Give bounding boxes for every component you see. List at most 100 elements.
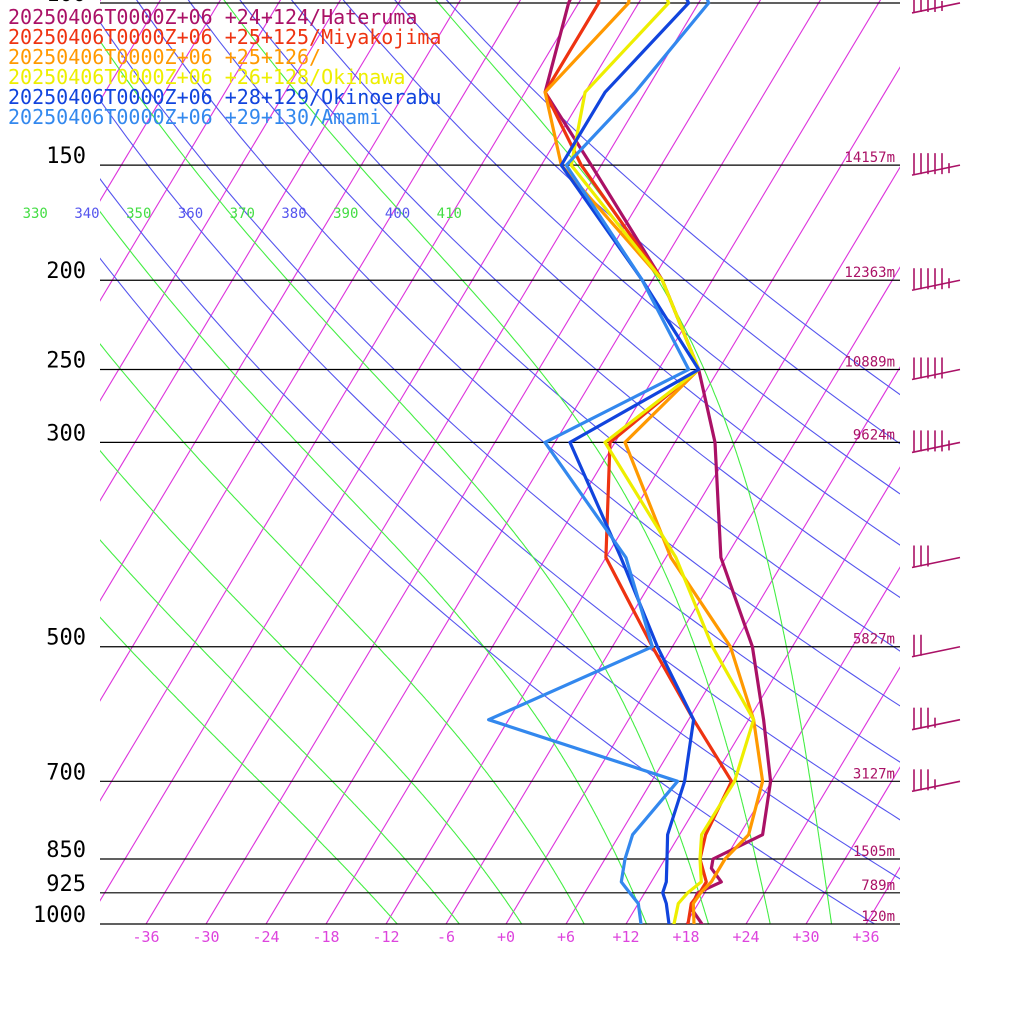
theta-label: 330 <box>23 206 48 222</box>
dry-adiabat-line <box>239 0 900 599</box>
wind-barb-staff <box>911 279 961 292</box>
pressure-label: 1000 <box>33 903 86 928</box>
wind-barb-staff <box>911 164 961 176</box>
height-label: 9624m <box>853 427 895 443</box>
isotherm-line <box>805 766 900 924</box>
isotherm-line <box>100 0 582 802</box>
theta-label: 410 <box>437 206 462 222</box>
theta-label: 390 <box>333 206 358 222</box>
isotherm-line <box>325 0 882 924</box>
isotherm-line <box>625 466 900 924</box>
isotherm-line <box>100 0 342 402</box>
legend-entry: 20250406T0000Z+06 +29+130/Amami <box>8 105 381 129</box>
isotherm-line <box>100 0 162 102</box>
dry-adiabat-line <box>187 0 900 652</box>
isotherm-line <box>100 0 522 702</box>
moist-adiabat-line <box>100 616 399 924</box>
theta-label: 370 <box>230 206 255 222</box>
height-label: 16516m <box>844 0 895 4</box>
legend-entry: 20250406T0000Z+06 +28+129/Okinoerabu <box>8 85 441 109</box>
temperature-tick-label: -12 <box>372 928 399 946</box>
sounding-line <box>569 0 756 924</box>
temperature-tick-label: +36 <box>852 928 879 946</box>
temperature-tick-label: -18 <box>312 928 339 946</box>
isotherm-line <box>685 566 900 924</box>
theta-label: 380 <box>281 206 306 222</box>
wind-barb <box>911 545 961 569</box>
sounding-line <box>543 0 765 924</box>
isotherm-line <box>445 166 900 924</box>
sounding-profiles <box>487 0 773 924</box>
temperature-tick-label: +18 <box>672 928 699 946</box>
moist-adiabat-line <box>100 343 585 924</box>
isotherm-line <box>0 0 41 924</box>
isotherm-line <box>100 0 642 902</box>
dry-adiabat-line <box>394 0 900 445</box>
height-label: 14157m <box>844 150 895 166</box>
sounding-line <box>543 0 773 924</box>
wind-barb <box>911 634 961 658</box>
temperature-tick-label: +24 <box>732 928 759 946</box>
theta-label: 340 <box>74 206 99 222</box>
axis-labels: 100 16516m 150 14157m 200 12363m 250 10889m 300 9… <box>23 0 895 946</box>
wind-barb-staff <box>911 645 961 658</box>
dry-adiabat-line <box>100 99 900 821</box>
theta-label: 360 <box>178 206 203 222</box>
pressure-label: 500 <box>46 626 86 651</box>
pressure-label: 200 <box>46 259 86 284</box>
isotherm-line <box>385 66 900 924</box>
dry-adiabat-line <box>136 0 900 707</box>
theta-label: 400 <box>385 206 410 222</box>
wind-barb <box>911 268 961 292</box>
wind-barb <box>911 769 961 793</box>
temperature-tick-label: -24 <box>252 928 279 946</box>
moist-adiabat-line <box>100 40 710 924</box>
sounding-line <box>543 0 734 924</box>
wind-barb <box>911 430 961 454</box>
pressure-label: 300 <box>46 421 86 446</box>
wind-barb <box>911 0 961 14</box>
isotherm-line <box>100 0 282 302</box>
height-label: 789m <box>861 878 895 894</box>
wind-barb-staff <box>911 718 961 731</box>
wind-barb <box>911 153 961 176</box>
sounding-line <box>487 0 711 924</box>
height-label: 1505m <box>853 844 895 860</box>
isotherm-line <box>745 666 900 924</box>
isotherm-line <box>100 0 402 502</box>
dry-adiabat-line <box>445 0 900 396</box>
wind-barb-staff <box>911 556 961 569</box>
wind-barbs <box>911 0 961 793</box>
isotherm-line <box>205 0 762 924</box>
legend: 20250406T0000Z+06 +24+124/Hateruma202504… <box>8 5 441 129</box>
temperature-tick-label: -6 <box>437 928 455 946</box>
dry-adiabat-line <box>100 21 900 763</box>
legend-entry: 20250406T0000Z+06 +25+126/ <box>8 45 321 69</box>
pressure-label: 250 <box>46 348 86 373</box>
isotherm-line <box>100 0 462 602</box>
wind-barb <box>911 357 961 381</box>
moist-adiabat-line <box>223 0 771 924</box>
wind-barb-staff <box>911 780 961 793</box>
temperature-tick-label: +6 <box>557 928 575 946</box>
moist-adiabat-line <box>435 0 833 924</box>
isotherm-line <box>0 0 101 924</box>
height-label: 3127m <box>853 766 895 782</box>
isotherm-line <box>100 0 102 2</box>
temperature-tick-label: +30 <box>792 928 819 946</box>
temperature-tick-label: -30 <box>192 928 219 946</box>
isotherm-line <box>145 0 702 924</box>
pressure-label: 700 <box>46 760 86 785</box>
wind-barb-staff <box>911 2 961 14</box>
temperature-tick-label: +12 <box>612 928 639 946</box>
legend-entry: 20250406T0000Z+06 +24+124/Hateruma <box>8 5 417 29</box>
wind-barb-staff <box>911 368 961 381</box>
isotherm-line <box>265 0 822 924</box>
dry-adiabat-line <box>100 177 900 880</box>
legend-entry: 20250406T0000Z+06 +25+125/Miyakojima <box>8 25 441 49</box>
dry-adiabat-line <box>342 0 900 495</box>
moist-adiabat-line <box>100 539 461 924</box>
height-label: 120m <box>861 909 895 925</box>
background-lines <box>0 0 900 924</box>
